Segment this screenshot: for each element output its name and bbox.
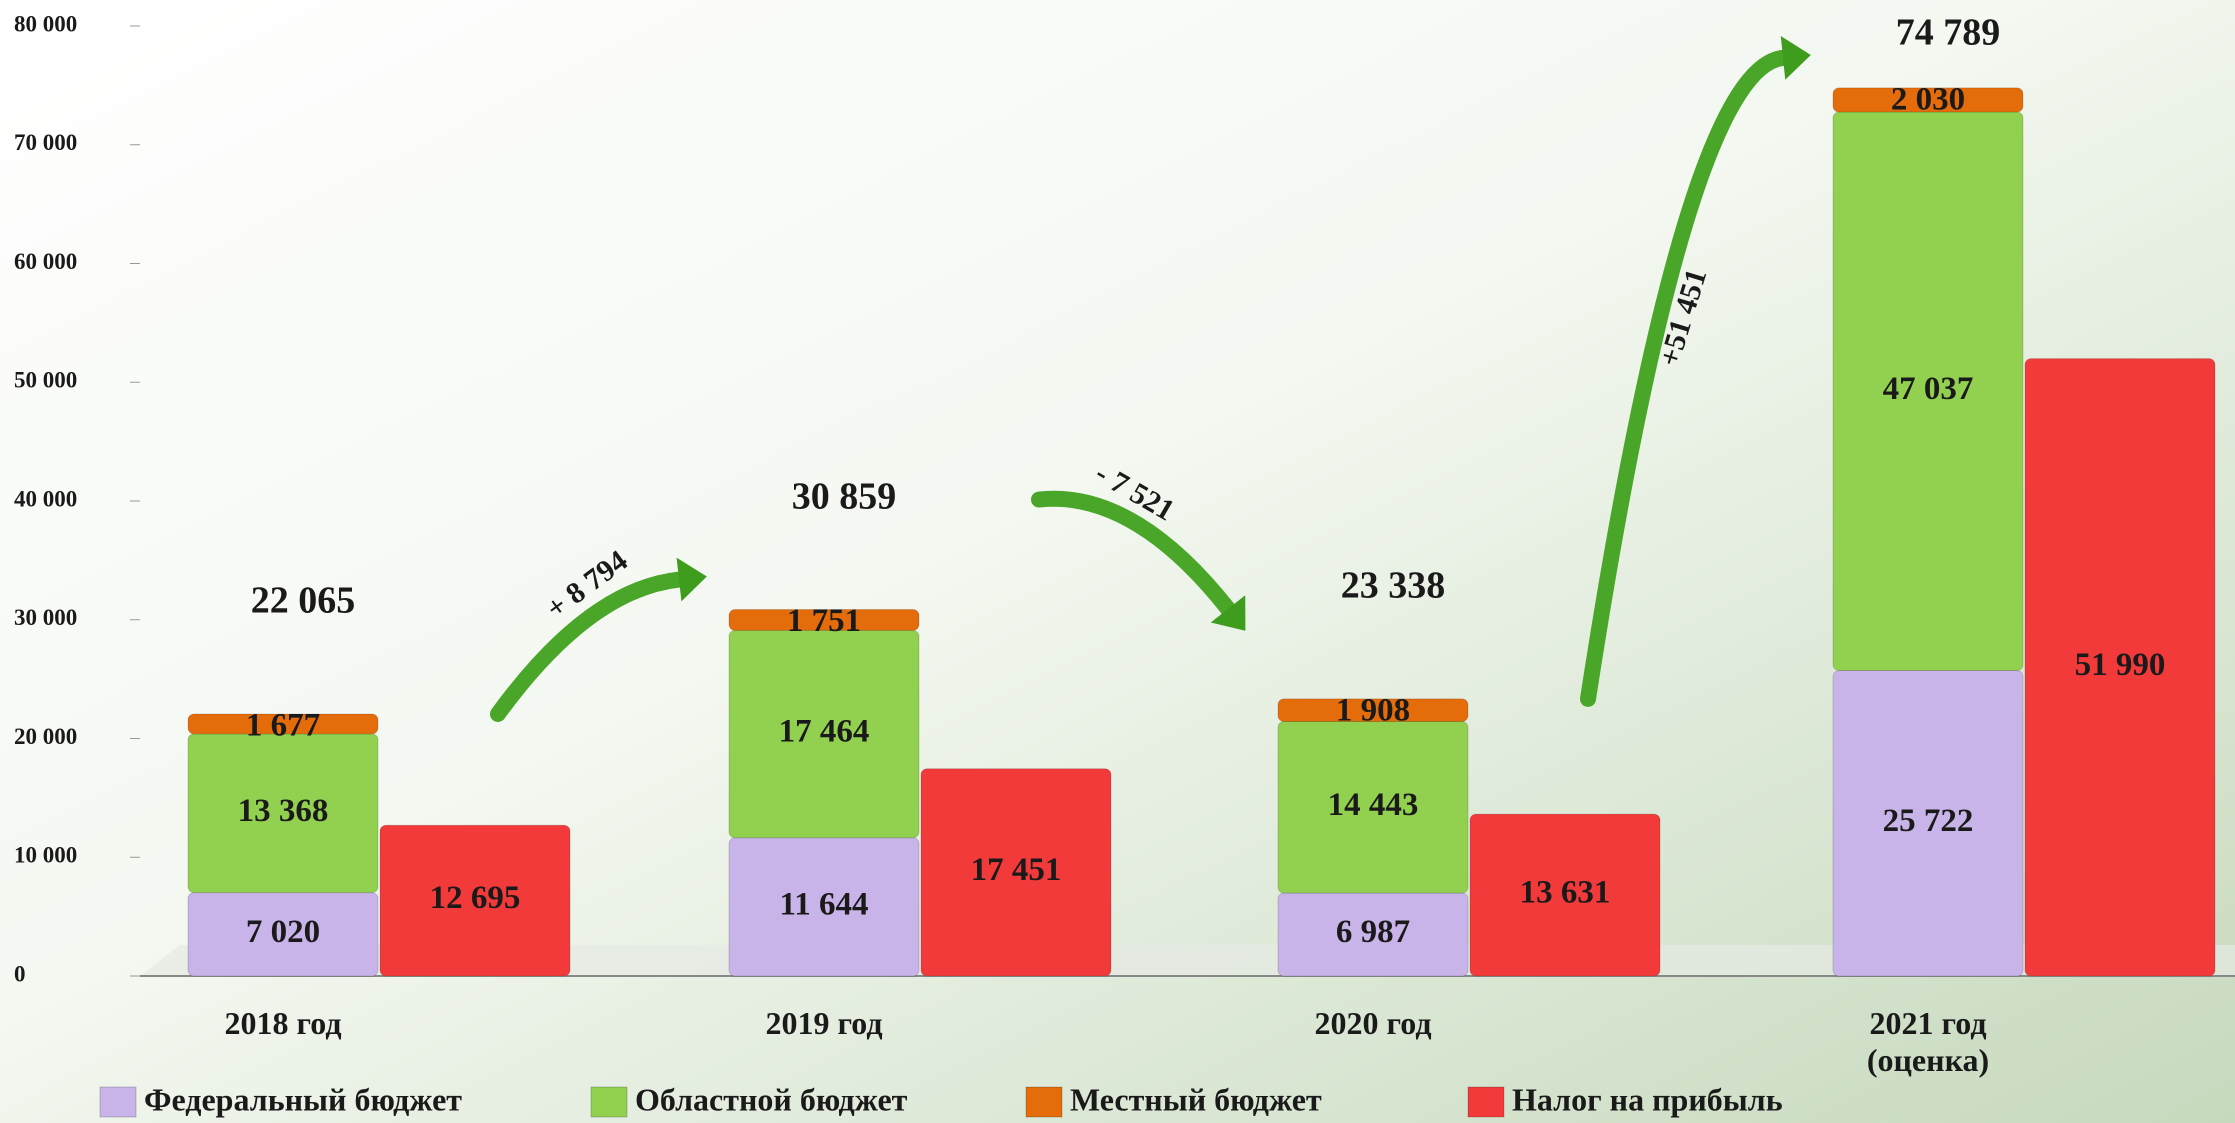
arrow-body: [1031, 490, 1236, 617]
value-label: 2 030: [1891, 81, 1965, 117]
bar-segment: [2024, 358, 2216, 977]
change-arrow: [1031, 490, 1246, 631]
y-tick-label: 20 000: [14, 724, 77, 749]
total-label: 30 859: [792, 475, 897, 517]
x-tick-label: 2018 год: [224, 1005, 342, 1041]
legend-label: Местный бюджет: [1070, 1081, 1322, 1117]
y-tick-label: 0: [14, 961, 26, 986]
arrow-head: [676, 557, 707, 602]
arrow-body: [490, 571, 687, 722]
value-label: 17 464: [779, 714, 870, 750]
y-tick-label: 70 000: [14, 130, 77, 155]
value-label: 11 644: [780, 886, 869, 922]
change-arrow: [490, 557, 707, 722]
legend-swatch: [1025, 1086, 1063, 1118]
x-tick-label: 2021 год (оценка): [1866, 1005, 1990, 1078]
legend-swatch: [1467, 1086, 1505, 1118]
value-label: 13 631: [1520, 875, 1611, 911]
bar-segment: [1832, 87, 2024, 113]
value-label: 1 908: [1336, 692, 1410, 728]
total-label: 74 789: [1896, 12, 2001, 54]
x-tick-label: 2020 год: [1314, 1005, 1432, 1041]
value-label: 1 677: [246, 708, 320, 744]
floor: [140, 945, 2235, 976]
bar-segment: [728, 609, 920, 631]
arrow-head: [1780, 35, 1811, 80]
x-tick-label: 2019 год: [765, 1005, 883, 1041]
value-label: 13 368: [238, 793, 329, 829]
legend-label: Налог на прибыль: [1512, 1081, 1783, 1117]
legend-label: Областной бюджет: [635, 1081, 908, 1117]
value-label: 6 987: [1336, 914, 1410, 950]
bar-segment: [920, 768, 1112, 977]
y-tick-label: 10 000: [14, 843, 77, 868]
y-tick-label: 80 000: [14, 11, 77, 36]
value-label: 25 722: [1883, 803, 1974, 839]
value-label: 51 990: [2075, 647, 2166, 683]
arrow-head: [1210, 595, 1246, 631]
value-label: 1 751: [787, 603, 861, 639]
bar-segment: [1469, 813, 1661, 977]
value-label: 14 443: [1328, 787, 1419, 823]
change-arrow: [1580, 35, 1811, 707]
y-tick-label: 60 000: [14, 249, 77, 274]
legend-swatch: [590, 1086, 628, 1118]
total-label: 22 065: [251, 580, 356, 622]
bar-segment: [187, 713, 379, 735]
y-tick-label: 40 000: [14, 486, 77, 511]
y-tick-label: 50 000: [14, 368, 77, 393]
value-label: 12 695: [430, 880, 521, 916]
legend-label: Федеральный бюджет: [144, 1081, 462, 1117]
total-label: 23 338: [1341, 565, 1446, 607]
value-label: 47 037: [1883, 371, 1974, 407]
bar-segment: [379, 824, 571, 977]
legend-swatch: [99, 1086, 137, 1118]
y-tick-label: 30 000: [14, 605, 77, 630]
value-label: 17 451: [971, 852, 1062, 888]
bar-segment: [1277, 698, 1469, 723]
value-label: 7 020: [246, 914, 320, 950]
arrow-body: [1580, 49, 1791, 707]
